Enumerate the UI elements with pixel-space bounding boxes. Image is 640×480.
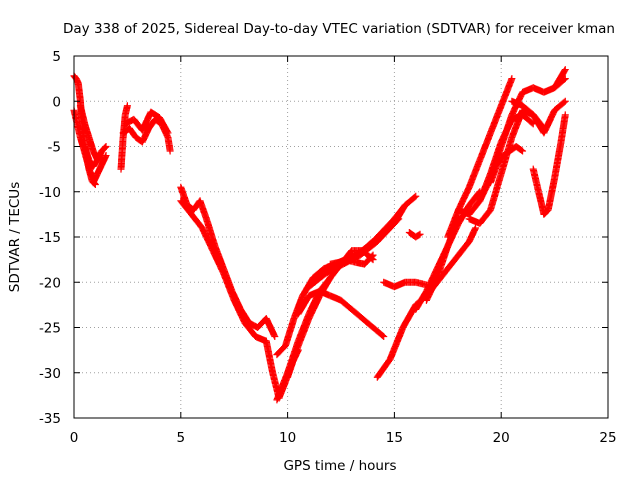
y-tick-label: -5: [48, 140, 61, 156]
series-arc-18: [337, 215, 403, 268]
data-trace: [406, 229, 423, 240]
data-trace: [381, 278, 429, 290]
series-arc-10: [177, 197, 270, 345]
series-arc-27: [476, 111, 537, 205]
series-arc-08: [121, 108, 172, 137]
series-arc-30: [529, 111, 569, 218]
y-tick-label: -15: [39, 230, 61, 246]
data-trace: [90, 153, 109, 186]
data-trace: [551, 67, 569, 90]
series-arc-06: [117, 102, 131, 173]
data-trace: [77, 103, 101, 163]
y-tick-label: -20: [39, 275, 61, 291]
data-trace: [295, 288, 387, 340]
series-arc-31: [551, 66, 569, 92]
series-arc-24: [444, 75, 516, 241]
x-tick-label: 0: [70, 430, 79, 446]
data-trace: [444, 76, 515, 240]
data-trace: [274, 252, 376, 358]
data-trace: [177, 185, 278, 339]
y-axis-label: SDTVAR / TECUs: [7, 182, 23, 292]
series-arc-20: [380, 278, 430, 291]
series-arc-09: [177, 183, 279, 341]
data-trace: [123, 109, 171, 136]
chart-title: Day 338 of 2025, Sidereal Day-to-day VTE…: [63, 21, 615, 37]
y-tick-label: -35: [39, 411, 61, 427]
series-arc-04: [81, 143, 110, 170]
x-axis-label: GPS time / hours: [283, 458, 396, 474]
data-trace: [530, 112, 569, 217]
axis-ticks: 0 5 10 15 20 25 5 0 -5 -10 -15 -20 -25 -30 -35: [39, 49, 617, 446]
series-arc-29: [508, 97, 569, 137]
y-tick-label: -10: [39, 185, 61, 201]
series-arc-21: [405, 228, 424, 241]
x-tick-label: 20: [493, 430, 510, 446]
data-trace: [81, 143, 109, 169]
series-arc-03: [76, 102, 101, 164]
series-arc-28: [487, 143, 527, 187]
data-trace: [306, 203, 408, 290]
data-trace: [487, 143, 525, 185]
y-tick-label: -30: [39, 366, 61, 382]
data-trace: [338, 216, 402, 267]
y-tick-label: -25: [39, 321, 61, 337]
data-trace: [509, 98, 568, 136]
x-tick-label: 10: [279, 430, 296, 446]
y-tick-label: 0: [52, 94, 61, 110]
y-tick-label: 5: [52, 49, 61, 65]
x-tick-label: 15: [386, 430, 403, 446]
data-points: [70, 66, 569, 404]
series-arc-15: [294, 287, 388, 341]
data-trace: [178, 198, 269, 345]
series-arc-16: [305, 201, 409, 291]
series-arc-12: [273, 251, 377, 359]
x-tick-label: 5: [177, 430, 186, 446]
series-arc-05: [89, 152, 110, 187]
x-tick-label: 25: [599, 430, 616, 446]
